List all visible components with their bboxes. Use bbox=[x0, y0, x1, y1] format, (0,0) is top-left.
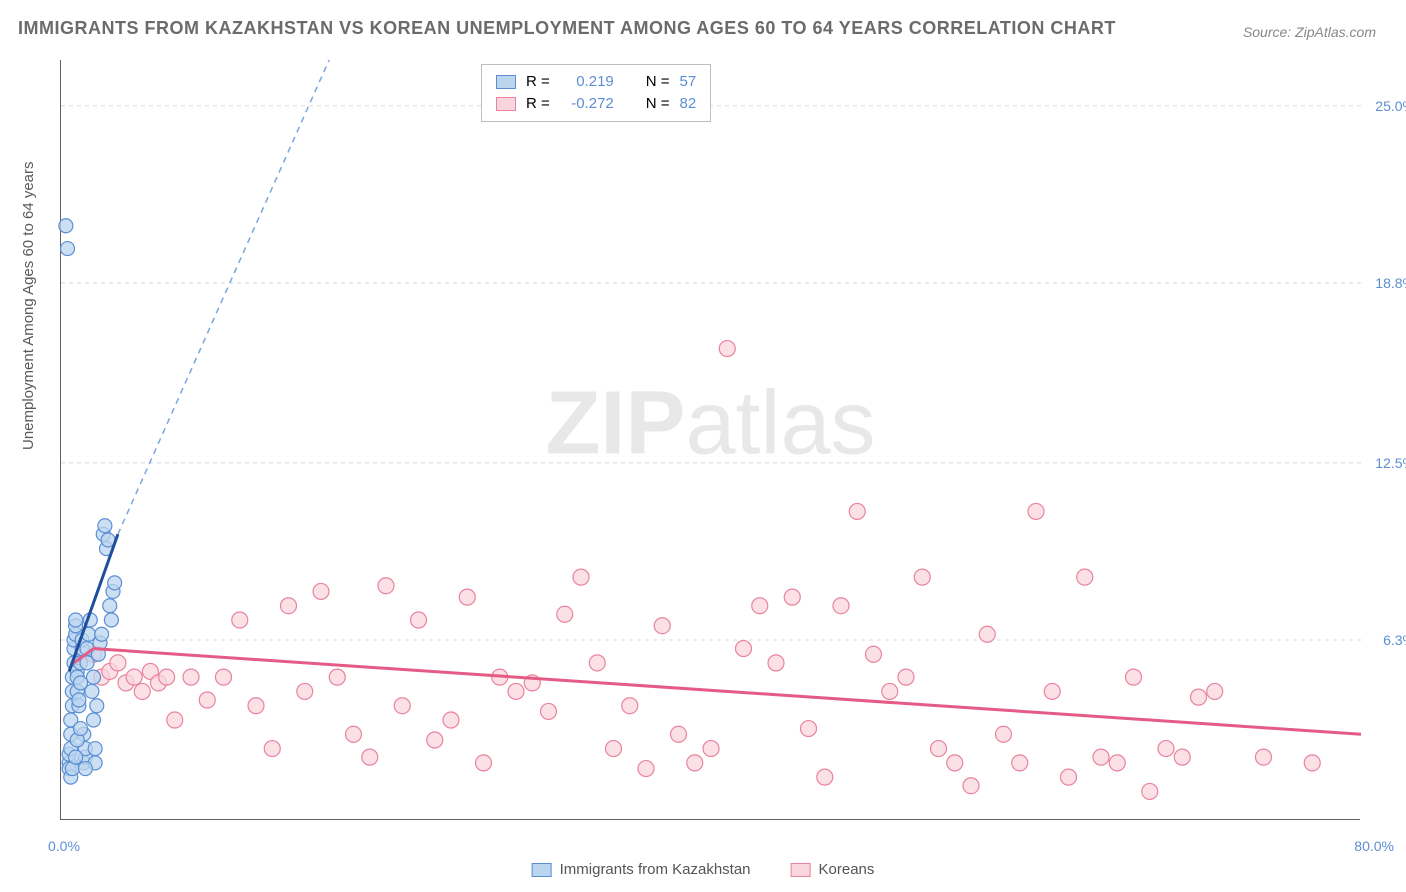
swatch-pink-icon bbox=[791, 863, 811, 877]
stats-row-blue: R = 0.219 N = 57 bbox=[496, 71, 696, 93]
swatch-blue-icon bbox=[532, 863, 552, 877]
swatch-blue bbox=[496, 75, 516, 89]
chart-title: IMMIGRANTS FROM KAZAKHSTAN VS KOREAN UNE… bbox=[18, 18, 1116, 39]
series-legend: Immigrants from Kazakhstan Koreans bbox=[532, 861, 875, 878]
source-attribution: Source: ZipAtlas.com bbox=[1243, 24, 1376, 40]
n-value-pink: 82 bbox=[680, 93, 697, 115]
n-label: N = bbox=[646, 93, 670, 115]
r-label: R = bbox=[526, 93, 550, 115]
n-value-blue: 57 bbox=[680, 71, 697, 93]
r-value-pink: -0.272 bbox=[560, 93, 614, 115]
stats-legend: R = 0.219 N = 57 R = -0.272 N = 82 bbox=[481, 64, 711, 122]
x-axis-max-label: 80.0% bbox=[1354, 838, 1394, 854]
y-tick-label: 18.8% bbox=[1375, 275, 1406, 291]
y-axis-title: Unemployment Among Ages 60 to 64 years bbox=[20, 161, 37, 450]
legend-item-pink: Koreans bbox=[791, 861, 875, 878]
x-axis-min-label: 0.0% bbox=[48, 838, 80, 854]
legend-label-blue: Immigrants from Kazakhstan bbox=[560, 861, 751, 878]
n-label: N = bbox=[646, 71, 670, 93]
scatter-svg bbox=[61, 60, 1361, 820]
swatch-pink bbox=[496, 97, 516, 111]
plot-area: ZIPatlas R = 0.219 N = 57 R = -0.272 N =… bbox=[60, 60, 1360, 820]
y-tick-label: 25.0% bbox=[1375, 98, 1406, 114]
y-tick-label: 12.5% bbox=[1375, 455, 1406, 471]
r-value-blue: 0.219 bbox=[560, 71, 614, 93]
legend-item-blue: Immigrants from Kazakhstan bbox=[532, 861, 751, 878]
r-label: R = bbox=[526, 71, 550, 93]
y-tick-label: 6.3% bbox=[1383, 632, 1406, 648]
legend-label-pink: Koreans bbox=[819, 861, 875, 878]
stats-row-pink: R = -0.272 N = 82 bbox=[496, 93, 696, 115]
